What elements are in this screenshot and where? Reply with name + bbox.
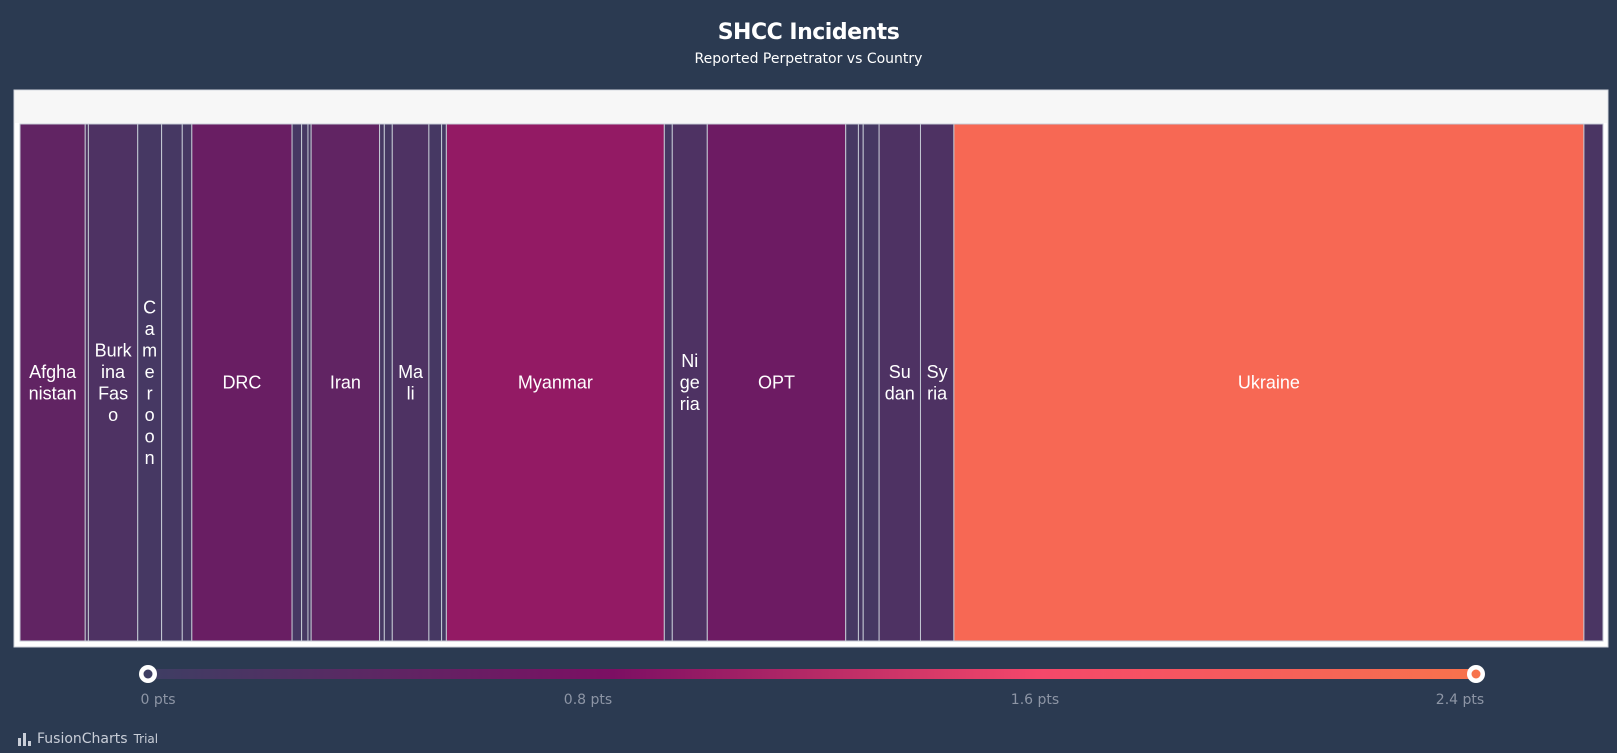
treemap-tile-label: DRC xyxy=(222,373,261,393)
treemap-tile-label: Ma li xyxy=(398,362,424,404)
logo-text: FusionCharts xyxy=(37,731,128,747)
treemap-tile-label: Ni ge ria xyxy=(680,351,701,414)
treemap-tile-label: Burk ina Fas o xyxy=(95,340,133,425)
legend-tick-label: 0.8 pts xyxy=(563,692,613,708)
legend-gradient-bar xyxy=(148,669,1476,679)
color-range-legend xyxy=(139,665,1485,683)
treemap-tile-label: Ukraine xyxy=(1238,373,1300,393)
treemap-tile-ukraine[interactable] xyxy=(953,123,1585,642)
legend-max-slider-dot xyxy=(1471,669,1481,679)
treemap-tile-label: Sy ria xyxy=(927,362,948,404)
bar-chart-icon xyxy=(18,732,31,746)
treemap-tile-syria[interactable] xyxy=(919,123,955,642)
treemap-tile[interactable] xyxy=(857,123,864,642)
treemap-tile[interactable] xyxy=(301,123,309,642)
chart-subtitle: Reported Perpetrator vs Country xyxy=(694,51,923,67)
legend-min-slider-dot xyxy=(143,669,153,679)
treemap-tile[interactable] xyxy=(181,123,193,642)
treemap-tile[interactable] xyxy=(161,123,183,642)
treemap-tile-label: Afgha nistan xyxy=(29,362,78,404)
treemap-header-bar xyxy=(15,91,1607,123)
treemap-tile-label: Iran xyxy=(330,373,361,393)
treemap-tile-label: OPT xyxy=(758,373,795,393)
fusioncharts-logo[interactable]: FusionCharts Trial xyxy=(18,731,158,747)
chart-title: SHCC Incidents xyxy=(717,20,900,45)
treemap-tile[interactable] xyxy=(441,123,447,642)
treemap-tile-label: Myanmar xyxy=(518,373,593,393)
treemap-tile-iran[interactable] xyxy=(310,123,381,642)
treemap-tile[interactable] xyxy=(1583,123,1604,642)
treemap-tile-opt[interactable] xyxy=(706,123,847,642)
treemap-tile[interactable] xyxy=(291,123,303,642)
treemap-tile[interactable] xyxy=(862,123,880,642)
treemap-tile[interactable] xyxy=(383,123,393,642)
treemap-tile[interactable] xyxy=(428,123,443,642)
treemap-tile-drc[interactable] xyxy=(191,123,293,642)
legend-tick-label: 1.6 pts xyxy=(1010,692,1060,708)
treemap-tile[interactable] xyxy=(845,123,859,642)
trial-text: Trial xyxy=(133,732,159,746)
treemap-tile-burkina-faso[interactable] xyxy=(87,123,139,642)
treemap-tile[interactable] xyxy=(663,123,673,642)
treemap-tile[interactable] xyxy=(379,123,385,642)
treemap-tile-label: Su dan xyxy=(885,362,915,404)
legend-tick-label: 0 pts xyxy=(140,692,176,708)
treemap-tile-nigeria[interactable] xyxy=(671,123,708,642)
legend-tick-label: 2.4 pts xyxy=(1435,692,1485,708)
treemap-tile-sudan[interactable] xyxy=(878,123,921,642)
treemap-tile-myanmar[interactable] xyxy=(445,123,665,642)
treemap-tiles: Afgha nistan Burk ina Fas o C a m e r o o n DRC Iran Ma l… xyxy=(19,123,1604,642)
